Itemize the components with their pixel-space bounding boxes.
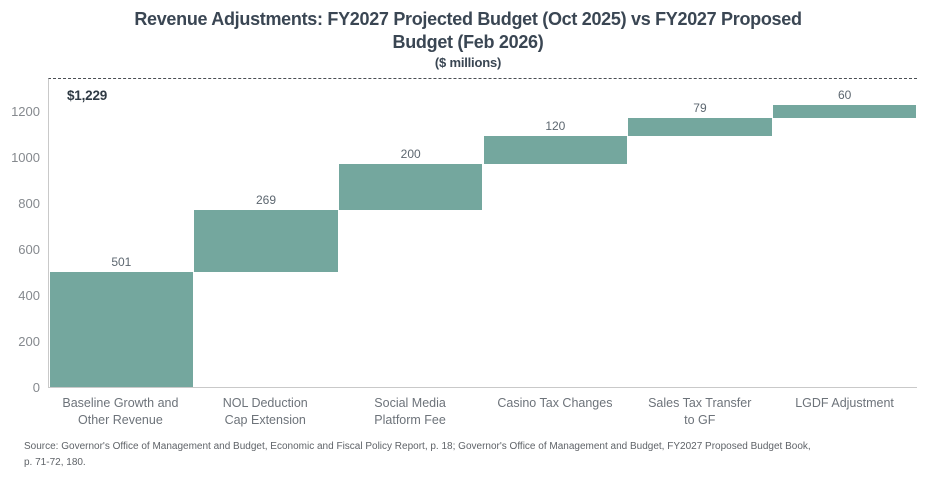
chart-title: Revenue Adjustments: FY2027 Projected Bu… [0,8,936,55]
chart-title-line2: Budget (Feb 2026) [392,32,544,53]
bar-value-label-4: 79 [693,101,707,116]
x-axis-label-2: Social Media Platform Fee [374,396,446,427]
waterfall-bar-2 [338,164,483,211]
y-tick-label: 800 [18,196,40,212]
waterfall-bar-1 [194,210,338,272]
waterfall-bar-0 [49,271,194,387]
bar-value-label-2: 200 [400,147,421,162]
y-tick-label: 200 [18,334,40,350]
bar-value-label-5: 60 [837,87,852,102]
waterfall-bar-4 [628,118,772,137]
waterfall-bar-5 [772,104,917,119]
y-axis: 0 200 400 600 800 1000 1200 [0,79,40,394]
waterfall-bar-3 [483,136,628,165]
source-note: Source: Governor's Office of Management … [24,441,811,468]
y-tick-label: 1200 [11,104,40,120]
bar-value-label-1: 269 [255,193,276,208]
bar-value-label-0: 501 [111,254,132,269]
y-tick-label: 0 [32,380,40,395]
x-axis-label-5: LGDF Adjustment [795,396,894,410]
y-tick-label: 400 [18,288,40,304]
plot-area: $1,229 501 269 200 120 79 60 [48,78,917,388]
x-axis-label-1: NOL Deduction Cap Extension [222,396,308,427]
y-tick-label: 1000 [11,150,40,166]
chart-title-line1: Revenue Adjustments: FY2027 Projected Bu… [134,9,802,29]
x-axis: Baseline Growth and Other Revenue NOL Ded… [48,395,917,433]
chart-subtitle: ($ millions) [434,55,502,70]
x-axis-label-3: Casino Tax Changes [497,396,613,410]
bar-value-label-3: 120 [545,119,566,134]
x-axis-label-0: Baseline Growth and Other Revenue [62,396,179,427]
y-tick-label: 600 [18,242,40,258]
x-axis-label-4: Sales Tax Transfer to GF [648,396,752,427]
total-label: $1,229 [67,88,108,103]
